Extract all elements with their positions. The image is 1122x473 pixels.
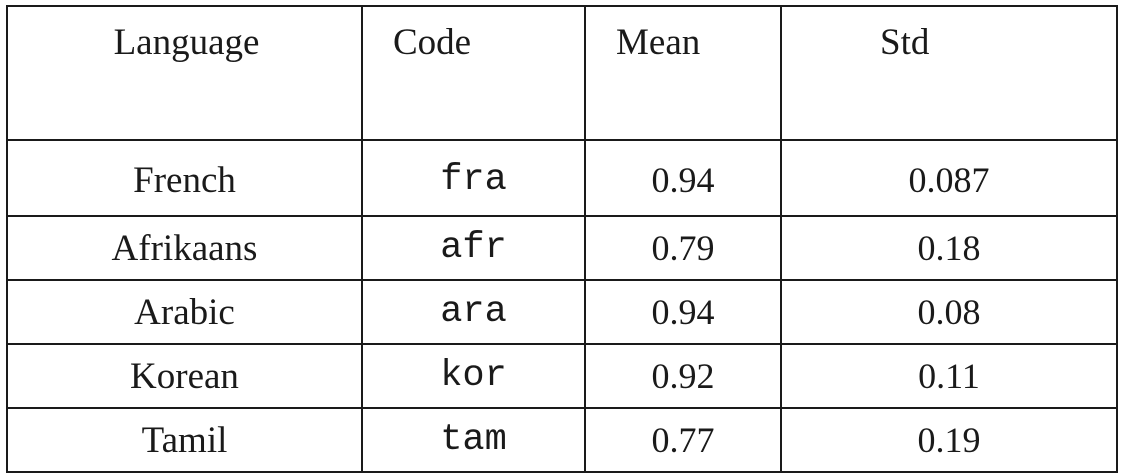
- cell-code: afr: [361, 215, 586, 281]
- cell-std: 0.18: [780, 215, 1118, 281]
- cell-code: tam: [361, 407, 586, 473]
- table-header: Language Code Mean Std: [6, 5, 1118, 141]
- cell-std: 0.11: [780, 343, 1118, 409]
- header-row: Language Code Mean Std: [6, 5, 1118, 141]
- cell-code: ara: [361, 279, 586, 345]
- table-row: Korean kor 0.92 0.11: [6, 343, 1118, 409]
- header-mean: Mean: [584, 5, 782, 141]
- header-language: Language: [6, 5, 363, 141]
- cell-mean: 0.94: [584, 139, 782, 217]
- table-body: French fra 0.94 0.087 Afrikaans afr 0.79…: [6, 139, 1118, 473]
- language-stats-table: Language Code Mean Std French fra 0.94 0…: [6, 5, 1118, 473]
- table-row: Afrikaans afr 0.79 0.18: [6, 215, 1118, 281]
- table-row: French fra 0.94 0.087: [6, 139, 1118, 217]
- cell-language: Tamil: [6, 407, 363, 473]
- cell-std: 0.19: [780, 407, 1118, 473]
- language-stats-table-container: Language Code Mean Std French fra 0.94 0…: [6, 5, 1118, 473]
- header-code: Code: [361, 5, 586, 141]
- cell-mean: 0.77: [584, 407, 782, 473]
- cell-language: Korean: [6, 343, 363, 409]
- cell-std: 0.08: [780, 279, 1118, 345]
- cell-mean: 0.79: [584, 215, 782, 281]
- cell-language: Afrikaans: [6, 215, 363, 281]
- cell-mean: 0.92: [584, 343, 782, 409]
- cell-code: fra: [361, 139, 586, 217]
- cell-language: French: [6, 139, 363, 217]
- cell-code: kor: [361, 343, 586, 409]
- cell-std: 0.087: [780, 139, 1118, 217]
- cell-language: Arabic: [6, 279, 363, 345]
- cell-mean: 0.94: [584, 279, 782, 345]
- header-std: Std: [780, 5, 1118, 141]
- table-row: Tamil tam 0.77 0.19: [6, 407, 1118, 473]
- table-row: Arabic ara 0.94 0.08: [6, 279, 1118, 345]
